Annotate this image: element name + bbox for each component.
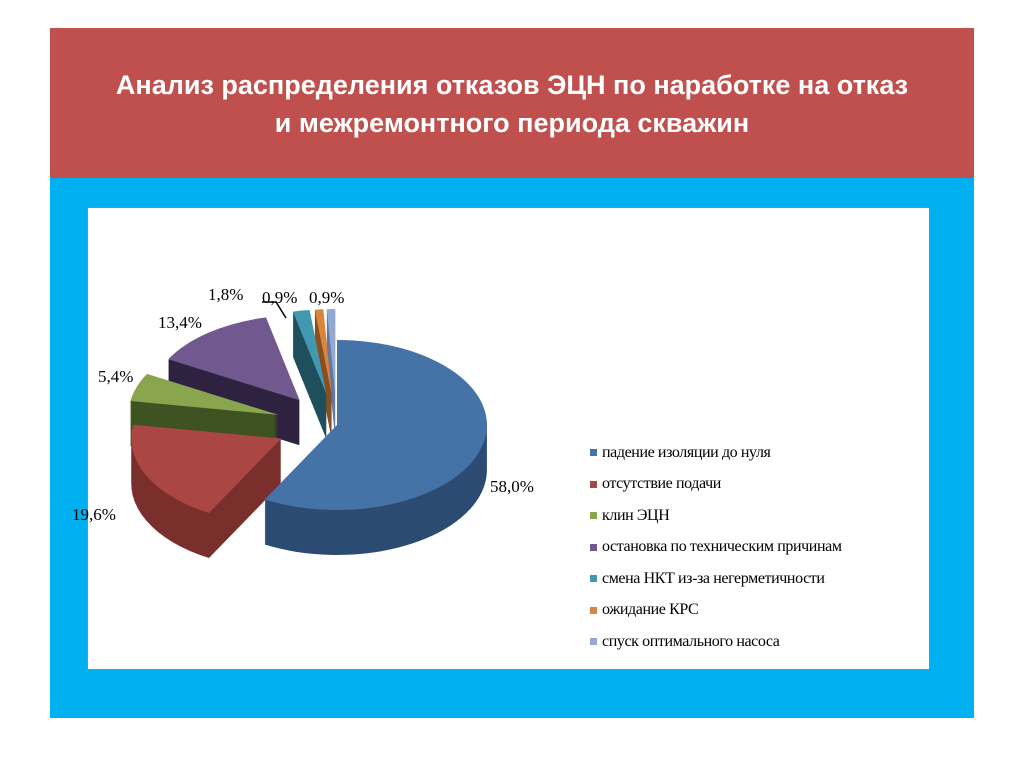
data-label-4: 1,8%: [208, 285, 244, 304]
legend-label: остановка по техническим причинам: [602, 538, 842, 556]
title-line-1: Анализ распределения отказов ЭЦН по нара…: [115, 70, 909, 100]
legend-swatch: [590, 638, 597, 646]
legend-label: клин ЭЦН: [602, 506, 670, 524]
legend: падение изоляции до нуля отсутствие пода…: [590, 437, 842, 658]
legend-item: остановка по техническим причинам: [590, 532, 842, 564]
data-label-1: 19,6%: [72, 505, 116, 524]
data-label-0: 58,0%: [490, 477, 534, 496]
legend-swatch: [590, 512, 597, 520]
legend-swatch: [590, 480, 597, 488]
legend-label: отсутствие подачи: [602, 475, 721, 493]
legend-item: ожидание КРС: [590, 595, 842, 627]
legend-label: спуск оптимального насоса: [602, 632, 780, 650]
legend-item: отсутствие подачи: [590, 469, 842, 501]
legend-swatch: [590, 543, 597, 551]
legend-item: смена НКТ из-за негерметичности: [590, 563, 842, 595]
legend-swatch: [590, 606, 597, 614]
legend-item: клин ЭЦН: [590, 500, 842, 532]
data-label-3: 13,4%: [158, 313, 202, 332]
legend-label: падение изоляции до нуля: [602, 443, 771, 461]
title-line-2: и межремонтного периода скважин: [274, 108, 750, 138]
legend-swatch: [590, 449, 597, 457]
data-label-5: 0,9%: [262, 288, 298, 307]
legend-swatch: [590, 575, 597, 583]
slide-title: Анализ распределения отказов ЭЦН по нара…: [50, 66, 974, 142]
legend-item: спуск оптимального насоса: [590, 626, 842, 658]
legend-label: ожидание КРС: [602, 601, 699, 619]
data-label-6: 0,9%: [309, 288, 345, 307]
legend-item: падение изоляции до нуля: [590, 437, 842, 469]
legend-label: смена НКТ из-за негерметичности: [602, 569, 825, 587]
title-band: [50, 28, 974, 178]
data-label-2: 5,4%: [98, 367, 134, 386]
